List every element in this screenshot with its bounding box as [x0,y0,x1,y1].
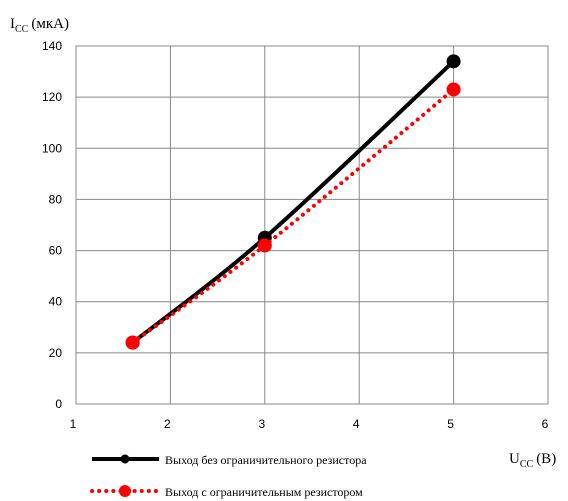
data-point [257,238,272,253]
legend-item-series-1: Выход без ограничительного резистора [92,453,367,467]
x-tick-label: 2 [164,417,171,431]
x-axis-title: UCC (В) [509,451,556,470]
legend-label-series-1: Выход без ограничительного резистора [165,453,367,467]
y-tick-label: 80 [49,192,63,206]
y-tick-label: 120 [42,90,62,104]
data-point [446,82,461,97]
series-1 [125,54,461,350]
y-tick-label: 0 [55,397,62,411]
legend: Выход без ограничительного резистора Вых… [90,453,367,499]
x-tick-label: 3 [258,417,265,431]
x-tick-label: 1 [70,417,77,431]
legend-label-series-2: Выход с ограничительным резистором [165,485,363,499]
y-tick-label: 100 [42,141,62,155]
legend-item-series-2: Выход с ограничительным резистором [90,485,363,499]
data-point [446,54,461,69]
series-line-1 [131,59,455,345]
series-layer [125,54,461,350]
legend-marker-series-2 [119,485,131,497]
series-2 [125,82,461,350]
x-tick-label: 5 [447,417,454,431]
data-point [125,335,140,350]
grid [75,45,549,405]
y-tick-label: 20 [49,346,63,360]
y-tick-label: 60 [49,244,63,258]
x-tick-label: 4 [353,417,360,431]
y-tick-label: 140 [42,39,62,53]
plot-frame [75,45,549,405]
y-tick-labels: 0 20 40 60 80 100 120 140 [42,39,62,411]
y-axis-title: ICC (мкА) [10,16,69,35]
x-tick-labels: 1 2 3 4 5 6 [70,417,549,431]
x-tick-label: 6 [542,417,549,431]
legend-marker-series-1 [120,454,130,464]
y-tick-label: 40 [49,295,63,309]
